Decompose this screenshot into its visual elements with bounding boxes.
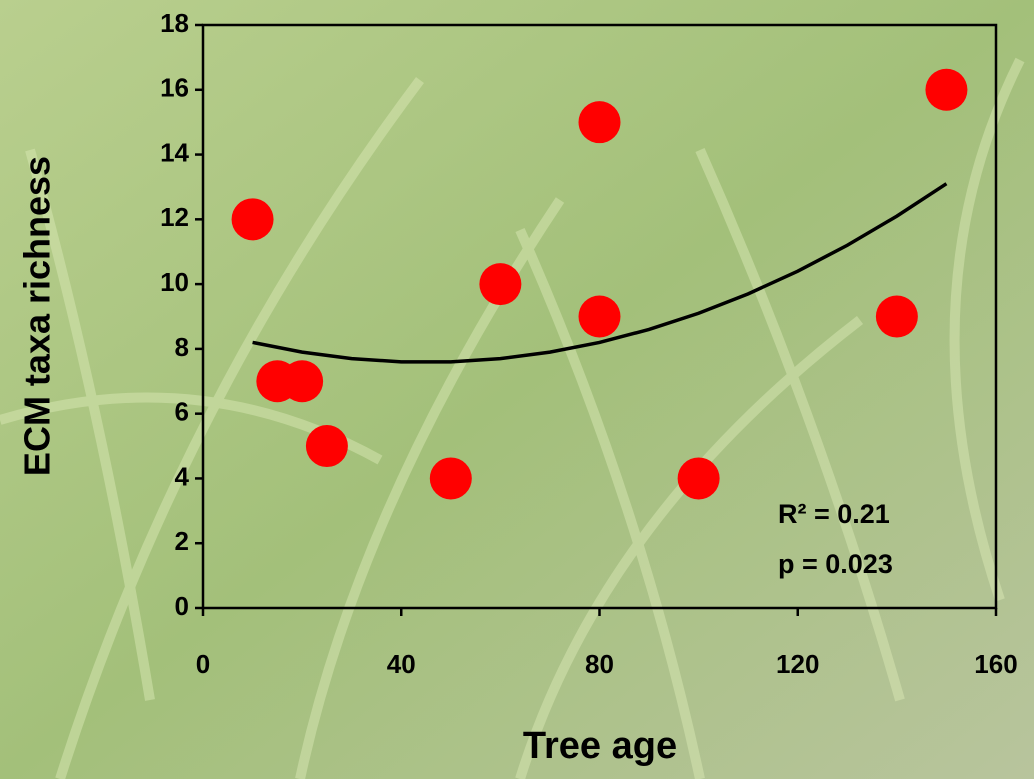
y-axis-title: ECM taxa richness	[17, 156, 58, 476]
trend-line	[252, 182, 948, 364]
x-tick-label: 80	[585, 649, 614, 679]
y-tick-label: 10	[160, 267, 189, 297]
y-tick-label: 8	[175, 332, 189, 362]
x-axis-title: Tree age	[523, 725, 677, 767]
data-point	[677, 457, 720, 500]
data-point	[875, 295, 918, 338]
data-point	[231, 198, 274, 241]
x-tick-label: 120	[776, 649, 819, 679]
y-tick-label: 14	[160, 137, 189, 167]
data-point	[578, 295, 621, 338]
y-tick-label: 12	[160, 202, 189, 232]
y-tick-label: 2	[175, 526, 189, 556]
x-tick-label: 0	[196, 649, 210, 679]
x-tick-label: 160	[974, 649, 1017, 679]
background-leaves	[0, 57, 1025, 781]
y-tick-label: 6	[175, 397, 189, 427]
data-point	[578, 101, 621, 144]
data-point	[281, 360, 324, 403]
x-tick-label: 40	[387, 649, 416, 679]
y-tick-label: 4	[175, 461, 190, 491]
data-point	[479, 263, 522, 306]
annotation: R² = 0.21	[778, 499, 890, 529]
y-tick-label: 0	[175, 591, 189, 621]
y-tick-label: 16	[160, 73, 189, 103]
data-point	[925, 68, 968, 111]
data-point	[429, 457, 472, 500]
data-point	[305, 425, 348, 468]
y-tick-label: 18	[160, 8, 189, 38]
annotation: p = 0.023	[778, 549, 893, 579]
